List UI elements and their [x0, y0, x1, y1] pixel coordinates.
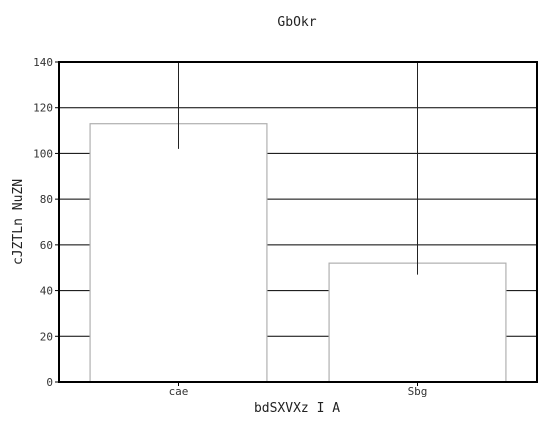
- x-tick-label: cae: [169, 385, 189, 398]
- y-ticks: 0 20 40 60 80 100 120 140: [33, 56, 59, 389]
- bar-cae: [90, 124, 267, 382]
- bar-Sbg: [329, 263, 506, 382]
- y-axis-label: cJZTLn NuZN: [11, 179, 26, 265]
- bars: [90, 124, 506, 382]
- x-tick-label: Sbg: [408, 385, 428, 398]
- y-tick-label: 60: [40, 239, 53, 252]
- y-tick-label: 140: [33, 56, 53, 69]
- y-tick-label: 40: [40, 285, 53, 298]
- chart-title: GbOkr: [277, 15, 316, 30]
- y-tick-label: 80: [40, 193, 53, 206]
- y-tick-label: 120: [33, 102, 53, 115]
- y-tick-label: 0: [46, 376, 53, 389]
- y-tick-label: 100: [33, 147, 53, 160]
- x-ticks: cae Sbg: [169, 382, 428, 398]
- y-tick-label: 20: [40, 330, 53, 343]
- x-axis-label: bdSXVXz I A: [254, 401, 340, 416]
